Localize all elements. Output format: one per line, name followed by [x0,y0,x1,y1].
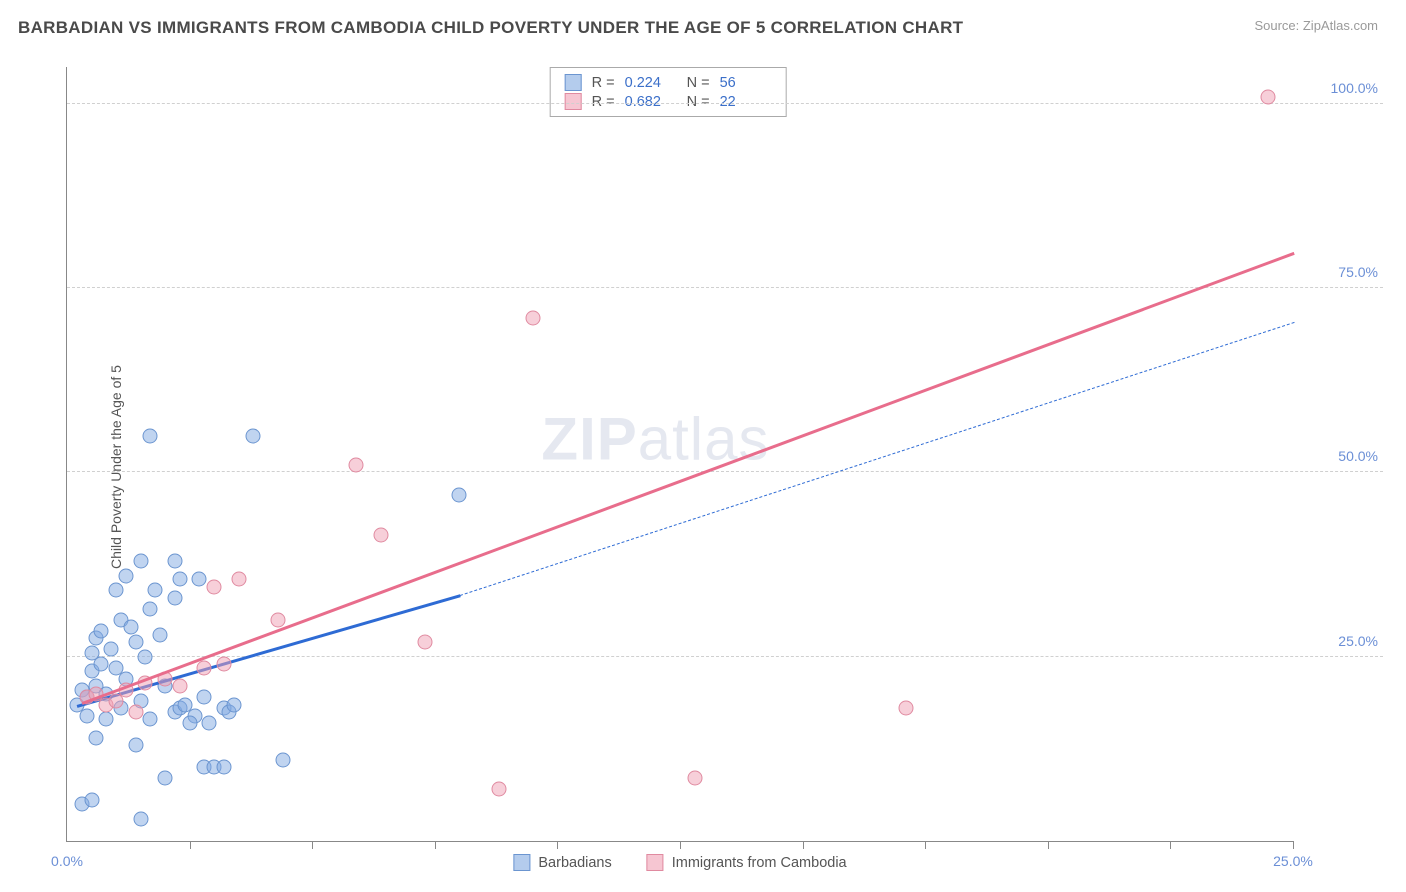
stats-r-value: 0.682 [625,94,677,110]
scatter-point [452,487,467,502]
chart-source: Source: ZipAtlas.com [1254,18,1378,33]
stats-n-label: N = [687,94,710,110]
regression-line [76,595,460,708]
legend-label: Barbadians [538,855,611,871]
stats-row: R = 0.682 N = 22 [565,92,772,111]
y-tick-label: 100.0% [1331,80,1378,96]
scatter-point [99,712,114,727]
legend-item: Barbadians [513,854,611,871]
scatter-point [143,712,158,727]
scatter-point [84,793,99,808]
scatter-point [143,601,158,616]
gridline [67,471,1383,472]
x-tick-label: 0.0% [51,853,83,869]
swatch-pink-icon [647,854,664,871]
x-tick-label: 25.0% [1273,853,1313,869]
scatter-point [197,660,212,675]
gridline [67,103,1383,104]
scatter-point [373,528,388,543]
scatter-point [167,553,182,568]
scatter-point [207,579,222,594]
gridline [67,287,1383,288]
swatch-blue-icon [565,74,582,91]
stats-n-label: N = [687,75,710,91]
scatter-point [202,716,217,731]
x-tick [925,841,926,849]
scatter-point [123,620,138,635]
scatter-point [109,583,124,598]
scatter-point [172,679,187,694]
x-tick [557,841,558,849]
scatter-point [216,760,231,775]
scatter-point [197,690,212,705]
scatter-point [1261,89,1276,104]
chart-title: BARBADIAN VS IMMIGRANTS FROM CAMBODIA CH… [18,18,963,38]
chart-container: Child Poverty Under the Age of 5 ZIPatla… [18,52,1388,882]
scatter-point [138,649,153,664]
scatter-point [270,612,285,627]
stats-row: R = 0.224 N = 56 [565,73,772,92]
gridline [67,656,1383,657]
scatter-point [143,428,158,443]
stats-r-value: 0.224 [625,75,677,91]
scatter-point [231,572,246,587]
scatter-point [349,458,364,473]
scatter-point [192,572,207,587]
scatter-point [128,738,143,753]
scatter-point [167,590,182,605]
scatter-point [491,782,506,797]
scatter-point [128,634,143,649]
y-tick-label: 50.0% [1338,448,1378,464]
scatter-point [104,642,119,657]
scatter-point [153,627,168,642]
scatter-point [118,568,133,583]
y-tick-label: 25.0% [1338,633,1378,649]
scatter-point [525,310,540,325]
stats-legend-box: R = 0.224 N = 56 R = 0.682 N = 22 [550,67,787,117]
watermark-light: atlas [638,405,770,472]
x-tick [803,841,804,849]
stats-r-label: R = [592,75,615,91]
scatter-point [89,730,104,745]
bottom-legend: Barbadians Immigrants from Cambodia [513,854,846,871]
legend-item: Immigrants from Cambodia [647,854,847,871]
x-tick [1048,841,1049,849]
plot-area: ZIPatlas R = 0.224 N = 56 R = 0.682 N = … [66,67,1293,842]
scatter-point [226,697,241,712]
y-tick-label: 75.0% [1338,264,1378,280]
scatter-point [94,657,109,672]
legend-label: Immigrants from Cambodia [672,855,847,871]
scatter-point [158,771,173,786]
x-tick [1293,841,1294,849]
scatter-point [417,634,432,649]
x-tick [1170,841,1171,849]
scatter-point [182,716,197,731]
regression-line-dashed [459,322,1294,596]
scatter-point [898,701,913,716]
scatter-point [148,583,163,598]
stats-r-label: R = [592,94,615,110]
chart-header: BARBADIAN VS IMMIGRANTS FROM CAMBODIA CH… [0,0,1406,48]
scatter-point [216,657,231,672]
watermark-bold: ZIP [541,405,637,472]
scatter-point [133,553,148,568]
scatter-point [133,811,148,826]
x-tick [680,841,681,849]
scatter-point [275,752,290,767]
regression-line [81,252,1294,705]
scatter-point [128,705,143,720]
scatter-point [79,708,94,723]
scatter-point [94,623,109,638]
watermark: ZIPatlas [541,404,769,473]
x-tick [190,841,191,849]
stats-n-value: 22 [720,94,772,110]
swatch-pink-icon [565,93,582,110]
scatter-point [687,771,702,786]
x-tick [435,841,436,849]
swatch-blue-icon [513,854,530,871]
x-tick [312,841,313,849]
scatter-point [172,572,187,587]
stats-n-value: 56 [720,75,772,91]
scatter-point [246,428,261,443]
